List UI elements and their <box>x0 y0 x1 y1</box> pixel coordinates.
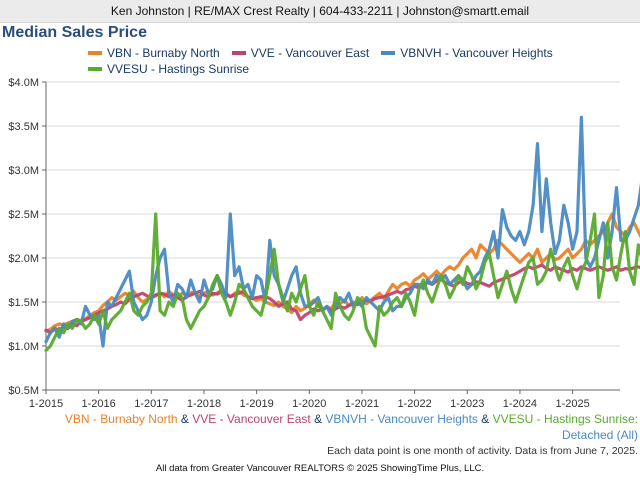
footer-series-segment: VVE - Vancouver East <box>192 412 311 426</box>
legend-label: VVESU - Hastings Sunrise <box>107 62 250 76</box>
chart-title: Median Sales Price <box>2 24 147 41</box>
footer-series-line-2: Detached (All) <box>561 428 638 442</box>
footer-series-segment: VBNVH - Vancouver Heights <box>325 412 478 426</box>
x-tick-label: 1-2021 <box>345 398 379 410</box>
x-tick-label: 1-2023 <box>450 398 484 410</box>
footer-series-segment: & <box>477 412 493 426</box>
legend-swatch <box>88 50 102 55</box>
x-tick-label: 1-2025 <box>555 398 589 410</box>
x-tick-label: 1-2017 <box>134 398 168 410</box>
footer-series-segment: & <box>177 412 193 426</box>
y-tick-label: $0.5M <box>8 385 39 397</box>
series-line-3 <box>44 115 640 348</box>
header-bar: Ken Johnston | RE/MAX Crest Realty | 604… <box>0 0 640 23</box>
footer-data-note: Each data point is one month of activity… <box>327 445 638 457</box>
footer-series-segment: & <box>310 412 326 426</box>
y-tick-label: $3.5M <box>8 121 39 133</box>
footer-source-credit: All data from Greater Vancouver REALTORS… <box>155 463 485 474</box>
chart-legend: VBN - Burnaby North VVE - Vancouver East V… <box>88 46 588 78</box>
x-tick-label: 1-2022 <box>397 398 431 410</box>
footer-series-segment: VVESU - Hastings Sunrise: <box>492 412 638 426</box>
y-tick-label: $3.0M <box>8 165 39 177</box>
legend-label: VBNVH - Vancouver Heights <box>400 46 553 60</box>
legend-label: VVE - Vancouver East <box>250 46 370 60</box>
series-line-4 <box>44 212 640 352</box>
legend-item: VBN - Burnaby North <box>88 46 220 60</box>
footer-series-caption: VBN - Burnaby North & VVE - Vancouver Ea… <box>65 411 638 443</box>
footer-series-line-1: VBN - Burnaby North & VVE - Vancouver Ea… <box>65 411 638 427</box>
y-tick-label: $1.0M <box>8 341 39 353</box>
legend-row: VBN - Burnaby North VVE - Vancouver East V… <box>88 46 588 62</box>
legend-label: VBN - Burnaby North <box>107 46 220 60</box>
legend-item: VVE - Vancouver East <box>231 46 370 60</box>
legend-swatch <box>231 50 246 55</box>
x-tick-label: 1-2024 <box>503 398 537 410</box>
header-contact-text: Ken Johnston | RE/MAX Crest Realty | 604… <box>110 4 530 18</box>
x-tick-label: 1-2016 <box>82 398 116 410</box>
x-tick-label: 1-2018 <box>187 398 221 410</box>
x-tick-label: 1-2019 <box>240 398 274 410</box>
legend-row: VVESU - Hastings Sunrise <box>88 62 588 78</box>
footer-series-segment: VBN - Burnaby North <box>64 412 178 426</box>
y-tick-label: $4.0M <box>8 77 39 89</box>
legend-item: VBNVH - Vancouver Heights <box>381 46 553 60</box>
legend-item: VVESU - Hastings Sunrise <box>88 62 249 76</box>
y-tick-label: $2.0M <box>8 253 39 265</box>
y-tick-label: $1.5M <box>8 297 39 309</box>
x-tick-label: 1-2015 <box>29 398 63 410</box>
x-tick-label: 1-2020 <box>292 398 326 410</box>
legend-swatch <box>381 50 396 55</box>
legend-swatch <box>88 66 102 71</box>
y-tick-label: $2.5M <box>8 209 39 221</box>
